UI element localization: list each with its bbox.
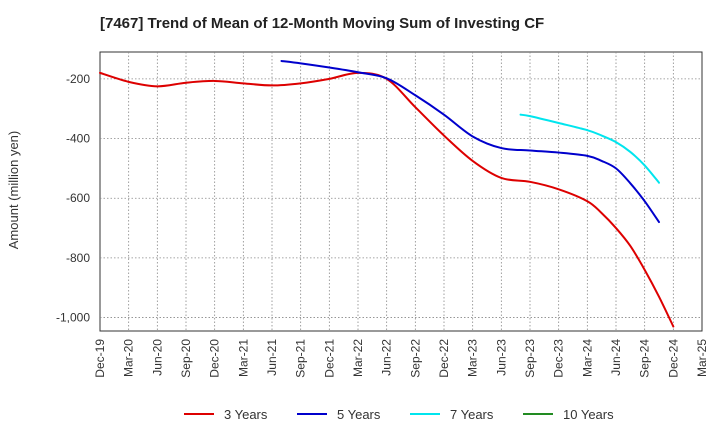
x-tick-label: Sep-22 xyxy=(408,339,422,378)
series-lines xyxy=(99,59,675,328)
y-tick-label: -800 xyxy=(66,251,90,265)
x-tick-label: Dec-22 xyxy=(437,339,451,378)
legend-label: 3 Years xyxy=(224,407,268,422)
y-tick-label: -400 xyxy=(66,132,90,146)
legend-label: 7 Years xyxy=(450,407,494,422)
x-tick-label: Jun-21 xyxy=(265,339,279,376)
x-tick-label: Dec-19 xyxy=(93,339,107,378)
x-tick-label: Sep-21 xyxy=(294,339,308,378)
plot-area xyxy=(99,51,703,332)
series-line-3-years xyxy=(99,71,675,328)
x-tick-label: Jun-24 xyxy=(609,339,623,376)
x-tick-label: Jun-22 xyxy=(380,339,394,376)
x-tick-label: Dec-21 xyxy=(322,339,336,378)
y-axis-ticks: -200 -400 -600 -800 -1,000 xyxy=(56,72,90,325)
legend-label: 10 Years xyxy=(563,407,614,422)
x-tick-label: Mar-23 xyxy=(466,339,480,377)
x-tick-label: Dec-20 xyxy=(208,339,222,378)
x-tick-label: Jun-20 xyxy=(150,339,164,376)
x-tick-label: Sep-24 xyxy=(638,339,652,378)
x-tick-label: Jun-23 xyxy=(494,339,508,376)
series-line-7-years xyxy=(519,113,660,184)
x-tick-label: Sep-20 xyxy=(179,339,193,378)
y-tick-label: -1,000 xyxy=(56,311,90,325)
series-line-5-years xyxy=(280,59,660,224)
x-tick-label: Mar-21 xyxy=(236,339,250,377)
x-tick-label: Mar-20 xyxy=(122,339,136,377)
x-tick-label: Mar-24 xyxy=(580,339,594,377)
chart-title: [7467] Trend of Mean of 12-Month Moving … xyxy=(100,15,544,32)
y-tick-label: -200 xyxy=(66,72,90,86)
x-tick-label: Mar-22 xyxy=(351,339,365,377)
x-tick-label: Dec-24 xyxy=(666,339,680,378)
legend-label: 5 Years xyxy=(337,407,381,422)
x-tick-label: Mar-25 xyxy=(695,339,709,377)
y-axis-label: Amount (million yen) xyxy=(6,131,21,250)
plot-frame xyxy=(99,51,703,332)
y-tick-label: -600 xyxy=(66,191,90,205)
x-tick-label: Sep-23 xyxy=(523,339,537,378)
x-axis-ticks: Dec-19 Mar-20 Jun-20 Sep-20 Dec-20 Mar-21 Jun-… xyxy=(93,339,709,378)
legend: 3 Years 5 Years 7 Years 10 Years xyxy=(184,407,614,422)
x-tick-label: Dec-23 xyxy=(552,339,566,378)
